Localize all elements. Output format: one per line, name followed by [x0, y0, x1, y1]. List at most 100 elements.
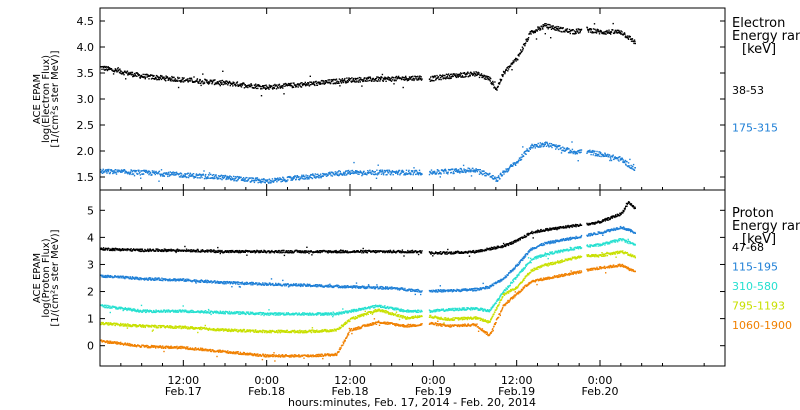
data-point [120, 171, 122, 173]
data-point [184, 173, 186, 175]
data-point [207, 82, 209, 84]
data-point [503, 173, 505, 175]
data-point [435, 77, 438, 79]
data-point [622, 159, 624, 161]
data-point [392, 287, 395, 290]
data-point [365, 287, 368, 290]
data-point [527, 234, 530, 236]
data-point [400, 170, 403, 172]
data-point [629, 36, 631, 38]
data-point [149, 248, 151, 250]
data-point [118, 71, 121, 74]
data-point [552, 242, 554, 244]
data-point [447, 77, 449, 79]
data-point [332, 82, 334, 85]
data-point [381, 76, 383, 79]
data-point [499, 173, 501, 175]
data-point [140, 74, 143, 77]
data-point [219, 282, 221, 284]
data-point [366, 77, 369, 79]
data-point [375, 80, 377, 82]
data-point [351, 172, 353, 174]
data-point [230, 82, 233, 85]
data-point [148, 78, 150, 80]
data-point [156, 279, 158, 281]
data-point [566, 148, 568, 151]
data-point [207, 177, 209, 179]
data-point [417, 79, 420, 81]
data-point [154, 277, 156, 279]
proton-series-layer [100, 201, 636, 362]
data-point [472, 288, 475, 290]
data-point [148, 250, 151, 252]
data-point [503, 245, 505, 248]
data-point [166, 76, 169, 78]
data-point [497, 175, 500, 177]
data-point [316, 173, 318, 176]
data-point [213, 83, 216, 86]
data-point [167, 279, 169, 282]
data-point [512, 242, 514, 244]
data-point [330, 286, 332, 288]
data-point [254, 283, 256, 285]
data-point [395, 288, 398, 290]
data-point [512, 270, 514, 272]
data-point [228, 176, 230, 178]
data-point [437, 290, 440, 292]
data-point [262, 181, 264, 183]
data-point [386, 169, 389, 171]
data-point [284, 178, 286, 181]
data-point [304, 176, 306, 178]
data-point [245, 249, 247, 252]
data-point [113, 171, 115, 173]
data-point [356, 170, 358, 172]
data-point [624, 208, 626, 211]
data-point [542, 143, 545, 145]
data-point [217, 282, 220, 284]
data-point [489, 76, 491, 79]
data-point [512, 165, 514, 167]
electron-y-tick-label: 1.5 [77, 171, 95, 184]
data-point [287, 179, 289, 181]
data-point [180, 173, 183, 175]
data-point [212, 174, 215, 176]
data-point [201, 176, 203, 179]
data-point [350, 78, 352, 80]
data-point [275, 88, 278, 90]
data-point [143, 169, 145, 171]
data-point [413, 251, 416, 253]
data-point [111, 247, 114, 250]
data-point [136, 248, 139, 250]
data-point [315, 251, 318, 253]
data-point [614, 32, 616, 34]
data-point [274, 177, 276, 180]
data-point [370, 250, 372, 252]
data-point [526, 148, 528, 150]
data-point [525, 150, 528, 152]
data-point [509, 242, 511, 244]
data-point [406, 289, 408, 292]
data-point [526, 233, 528, 235]
data-point [230, 251, 232, 254]
data-point [153, 172, 156, 174]
data-point [417, 174, 420, 176]
data-point [140, 248, 142, 250]
electron-y-tick-label: 4.0 [77, 41, 95, 54]
data-point [213, 251, 216, 254]
data-point [205, 250, 208, 252]
data-point [162, 77, 165, 79]
data-point [527, 38, 529, 40]
data-point [502, 170, 504, 172]
data-point [400, 77, 402, 79]
data-point [601, 153, 604, 156]
data-point [157, 77, 160, 79]
data-point [199, 177, 201, 179]
data-point [238, 286, 241, 288]
data-point [478, 76, 481, 79]
data-point [476, 250, 478, 252]
data-point [198, 82, 200, 84]
data-point [195, 176, 197, 178]
data-point [440, 173, 442, 175]
data-point [441, 252, 444, 254]
data-point [262, 86, 264, 88]
